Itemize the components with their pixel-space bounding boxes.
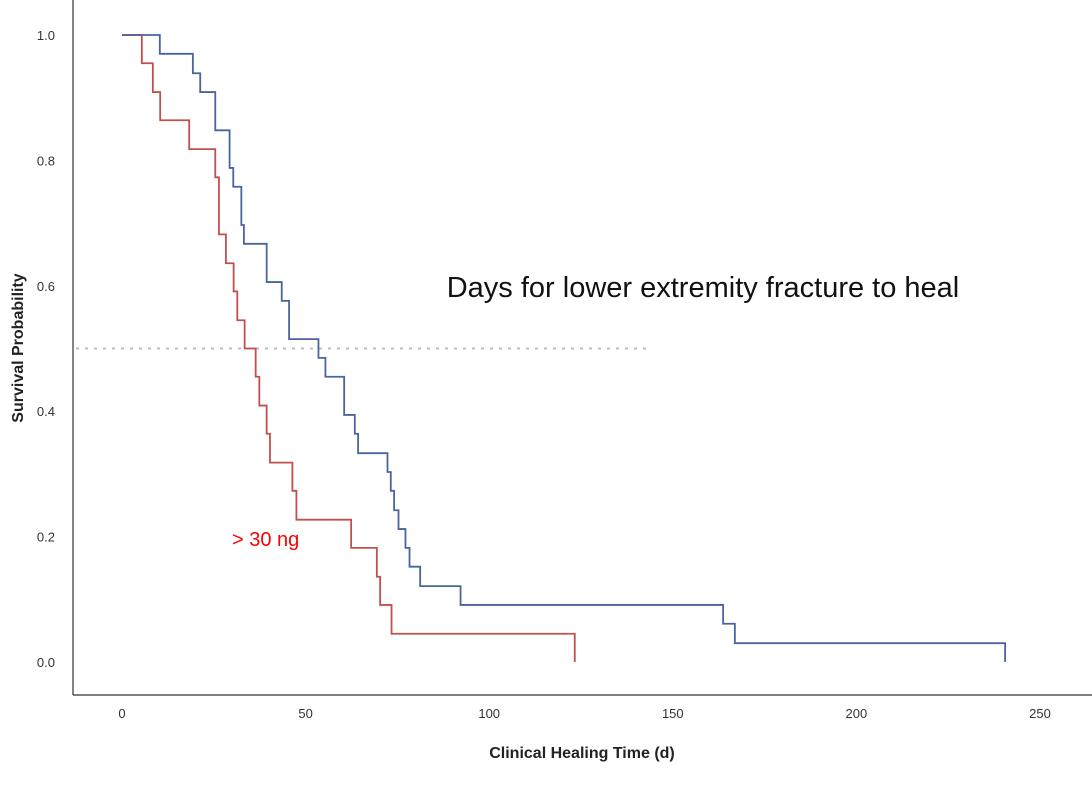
x-tick-label: 200 (846, 706, 868, 721)
survival-curve-series-1 (122, 34, 1007, 662)
y-tick-labels: 0.0 0.2 0.4 0.6 0.8 1.0 (37, 28, 55, 670)
y-tick-label: 1.0 (37, 28, 55, 43)
y-tick-label: 0.4 (37, 404, 55, 419)
x-tick-label: 50 (298, 706, 312, 721)
chart-annotation-title: Days for lower extremity fracture to hea… (447, 272, 960, 304)
y-axis-label: Survival Probability (10, 273, 27, 422)
series-label-over-30ng: > 30 ng (232, 529, 299, 551)
survival-curves (122, 34, 1007, 662)
x-tick-label: 100 (478, 706, 500, 721)
y-tick-label: 0.8 (37, 153, 55, 168)
y-tick-label: 0.2 (37, 530, 55, 545)
x-tick-label: 250 (1029, 706, 1051, 721)
x-tick-label: 0 (118, 706, 125, 721)
x-tick-label: 150 (662, 706, 684, 721)
survival-curve-series-0 (122, 34, 576, 662)
x-axis-label: Clinical Healing Time (d) (489, 745, 675, 762)
y-tick-label: 0.0 (37, 655, 55, 670)
y-tick-label: 0.6 (37, 279, 55, 294)
x-tick-labels: 0 50 100 150 200 250 (118, 706, 1050, 721)
